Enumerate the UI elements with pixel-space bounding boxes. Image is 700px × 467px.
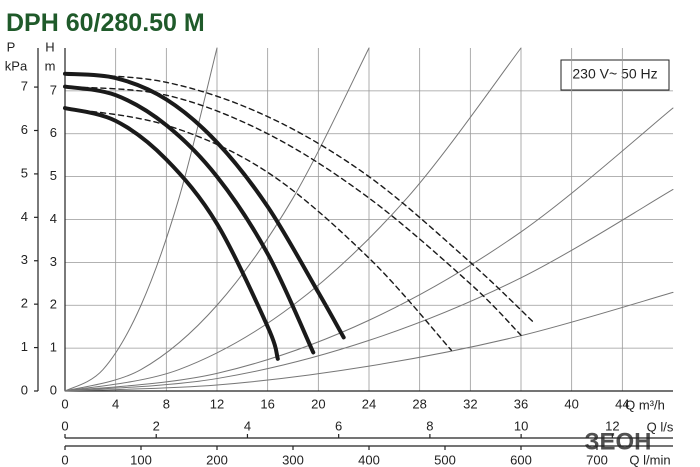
y-tick-label: 5 xyxy=(50,168,57,183)
curve-thin xyxy=(64,291,674,392)
x-tick-label: 8 xyxy=(163,396,170,411)
x-tick-label: 16 xyxy=(260,396,274,411)
y-unit: m xyxy=(45,58,56,73)
y2-label: P xyxy=(7,39,16,54)
x3-tick-label: 500 xyxy=(434,452,456,467)
x2-tick-label: 2 xyxy=(153,418,160,433)
annotation: 230 V~ 50 Hz xyxy=(572,66,657,82)
x-tick-label: 40 xyxy=(564,396,578,411)
y-tick-label: 2 xyxy=(50,297,57,312)
chart-title: DPH 60/280.50 M xyxy=(6,9,205,37)
curve-thin xyxy=(64,188,674,392)
y2-unit: kPa xyxy=(5,58,28,73)
x3-tick-label: 0 xyxy=(61,452,68,467)
x2-tick-label: 12 xyxy=(605,418,619,433)
curve-bold xyxy=(63,71,346,340)
y2-tick-label: 6 xyxy=(21,122,28,137)
x3-tick-label: 700 xyxy=(586,452,608,467)
x-tick-label: 4 xyxy=(112,396,119,411)
curve-thin xyxy=(64,47,370,392)
x-tick-label: 0 xyxy=(61,396,68,411)
curve-bold xyxy=(63,106,280,361)
y-tick-label: 6 xyxy=(50,125,57,140)
x-tick-label: 28 xyxy=(412,396,426,411)
x-tick-label: 12 xyxy=(210,396,224,411)
y2-tick-label: 7 xyxy=(21,79,28,94)
x3-label: Q l/min xyxy=(629,452,670,467)
watermark: ЗЕОН xyxy=(584,428,651,455)
x2-tick-label: 8 xyxy=(426,418,433,433)
x3-tick-label: 100 xyxy=(130,452,152,467)
x3-tick-label: 300 xyxy=(282,452,304,467)
x3-tick-label: 600 xyxy=(510,452,532,467)
x-tick-label: 20 xyxy=(311,396,325,411)
x2-tick-label: 6 xyxy=(335,418,342,433)
y2-tick-label: 3 xyxy=(21,252,28,267)
curve-dashed xyxy=(64,73,535,324)
annotation-box xyxy=(560,59,670,91)
y-tick-label: 3 xyxy=(50,254,57,269)
x-tick-label: 44 xyxy=(615,396,629,411)
x-tick-label: 32 xyxy=(463,396,477,411)
curve-dashed xyxy=(64,85,522,336)
y-tick-label: 7 xyxy=(50,82,57,97)
x-label: Q m³/h xyxy=(625,397,665,412)
x3-tick-label: 400 xyxy=(358,452,380,467)
x2-label: Q l/s xyxy=(647,419,674,434)
curve-thin xyxy=(64,107,674,392)
x2-tick-label: 4 xyxy=(244,418,251,433)
y2-tick-label: 5 xyxy=(21,165,28,180)
y-tick-label: 0 xyxy=(50,382,57,397)
y2-tick-label: 2 xyxy=(21,296,28,311)
x-tick-label: 36 xyxy=(514,396,528,411)
x2-tick-label: 10 xyxy=(514,418,528,433)
y2-tick-label: 0 xyxy=(21,382,28,397)
x-tick-label: 24 xyxy=(362,396,376,411)
curve-bold xyxy=(63,84,316,355)
y-tick-label: 4 xyxy=(50,211,57,226)
x2-tick-label: 0 xyxy=(61,418,68,433)
curve-dashed xyxy=(64,107,453,351)
y-tick-label: 1 xyxy=(50,340,57,355)
x3-tick-label: 200 xyxy=(206,452,228,467)
y2-tick-label: 4 xyxy=(21,209,28,224)
curve-thin xyxy=(64,47,522,392)
y-label: H xyxy=(45,39,54,54)
y2-tick-label: 1 xyxy=(21,339,28,354)
